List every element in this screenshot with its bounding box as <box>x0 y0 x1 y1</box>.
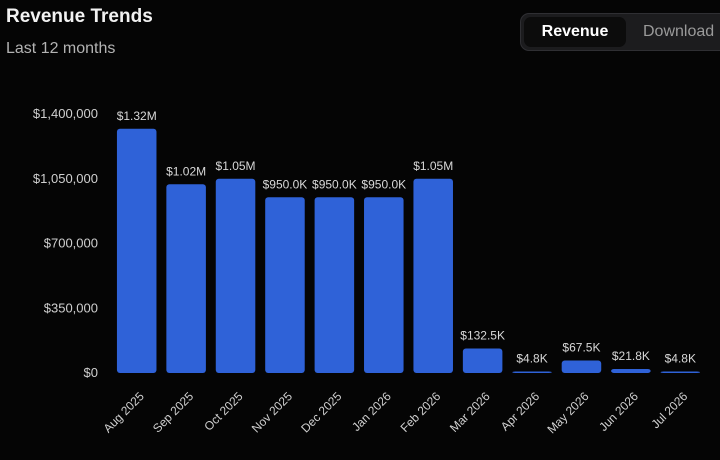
data-labels-group: $1.32M $1.02M $1.05M $950.0K $950.0K $950.0K $… <box>117 109 696 366</box>
data-label: $4.8K <box>665 352 696 366</box>
x-tick-label: Dec 2025 <box>298 389 344 435</box>
data-label: $67.5K <box>562 341 600 355</box>
chart-subtitle: Last 12 months <box>6 40 116 57</box>
bar[interactable] <box>462 348 503 373</box>
bar[interactable] <box>314 197 355 373</box>
bar[interactable] <box>413 178 453 373</box>
bar[interactable] <box>364 197 404 373</box>
data-label: $132.5K <box>460 328 505 342</box>
download-tab[interactable]: Download <box>643 23 715 40</box>
y-tick-label: $1,050,000 <box>33 171 98 186</box>
data-label: $950.0K <box>361 177 406 191</box>
bar[interactable] <box>512 371 552 374</box>
chart-title: Revenue Trends <box>6 6 153 27</box>
revenue-tab[interactable]: Revenue <box>524 17 626 47</box>
x-tick-label: Nov 2025 <box>249 389 295 435</box>
y-tick-label: $1,400,000 <box>33 106 98 121</box>
data-label: $1.05M <box>413 159 453 173</box>
y-tick-label: $350,000 <box>44 300 98 315</box>
x-tick-label: Mar 2026 <box>447 389 493 435</box>
bar[interactable] <box>265 197 305 373</box>
bars-group <box>116 128 701 374</box>
bar[interactable] <box>561 360 602 373</box>
x-axis: Aug 2025 Sep 2025 Oct 2025 Nov 2025 Dec 2025… <box>101 389 691 436</box>
y-tick-label: $700,000 <box>44 236 98 251</box>
metric-toggle: Revenue Download <box>520 13 720 51</box>
y-tick-label: $0 <box>84 365 98 380</box>
x-tick-label: Sep 2025 <box>150 389 196 435</box>
bar[interactable] <box>166 184 206 373</box>
bar[interactable] <box>116 128 157 373</box>
x-tick-label: Apr 2026 <box>498 389 543 434</box>
data-label: $950.0K <box>263 177 308 191</box>
x-tick-label: Aug 2025 <box>101 389 147 435</box>
data-label: $950.0K <box>312 177 357 191</box>
x-tick-label: Jul 2026 <box>648 389 690 431</box>
data-label: $4.8K <box>516 352 547 366</box>
data-label: $1.32M <box>117 109 157 123</box>
bar[interactable] <box>215 178 256 373</box>
x-tick-label: Feb 2026 <box>398 389 444 435</box>
bar[interactable] <box>660 371 701 374</box>
x-tick-label: May 2026 <box>544 389 591 436</box>
bar[interactable] <box>611 368 651 373</box>
data-label: $1.02M <box>166 164 206 178</box>
x-tick-label: Oct 2025 <box>201 389 246 434</box>
y-axis: $0 $350,000 $700,000 $1,050,000 $1,400,000 <box>33 106 98 380</box>
x-tick-label: Jan 2026 <box>349 389 394 434</box>
data-label: $1.05M <box>216 159 256 173</box>
data-label: $21.8K <box>612 349 650 363</box>
x-tick-label: Jun 2026 <box>596 389 641 434</box>
